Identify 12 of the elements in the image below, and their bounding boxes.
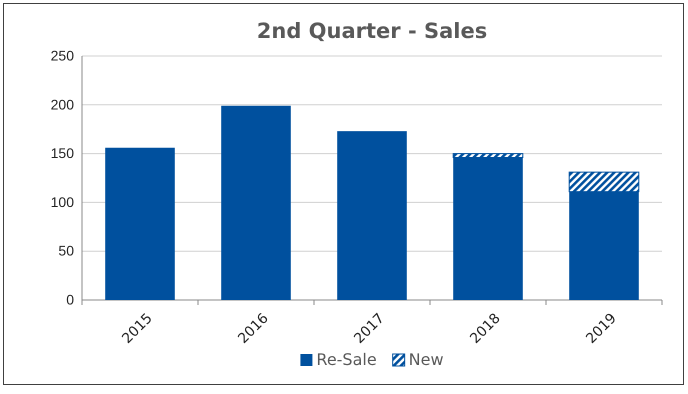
bar xyxy=(337,131,407,300)
bar xyxy=(221,106,291,300)
y-tick-label: 150 xyxy=(50,145,74,162)
y-tick-label: 50 xyxy=(58,242,74,259)
chart-title: 2nd Quarter - Sales xyxy=(256,19,488,43)
y-tick-label: 100 xyxy=(50,194,74,210)
y-tick-label: 250 xyxy=(50,47,74,64)
y-tick-label: 0 xyxy=(66,291,74,308)
legend-label: New xyxy=(408,350,444,369)
y-tick-label: 200 xyxy=(50,96,74,112)
legend-label: Re-Sale xyxy=(316,350,377,369)
bar xyxy=(105,148,175,300)
